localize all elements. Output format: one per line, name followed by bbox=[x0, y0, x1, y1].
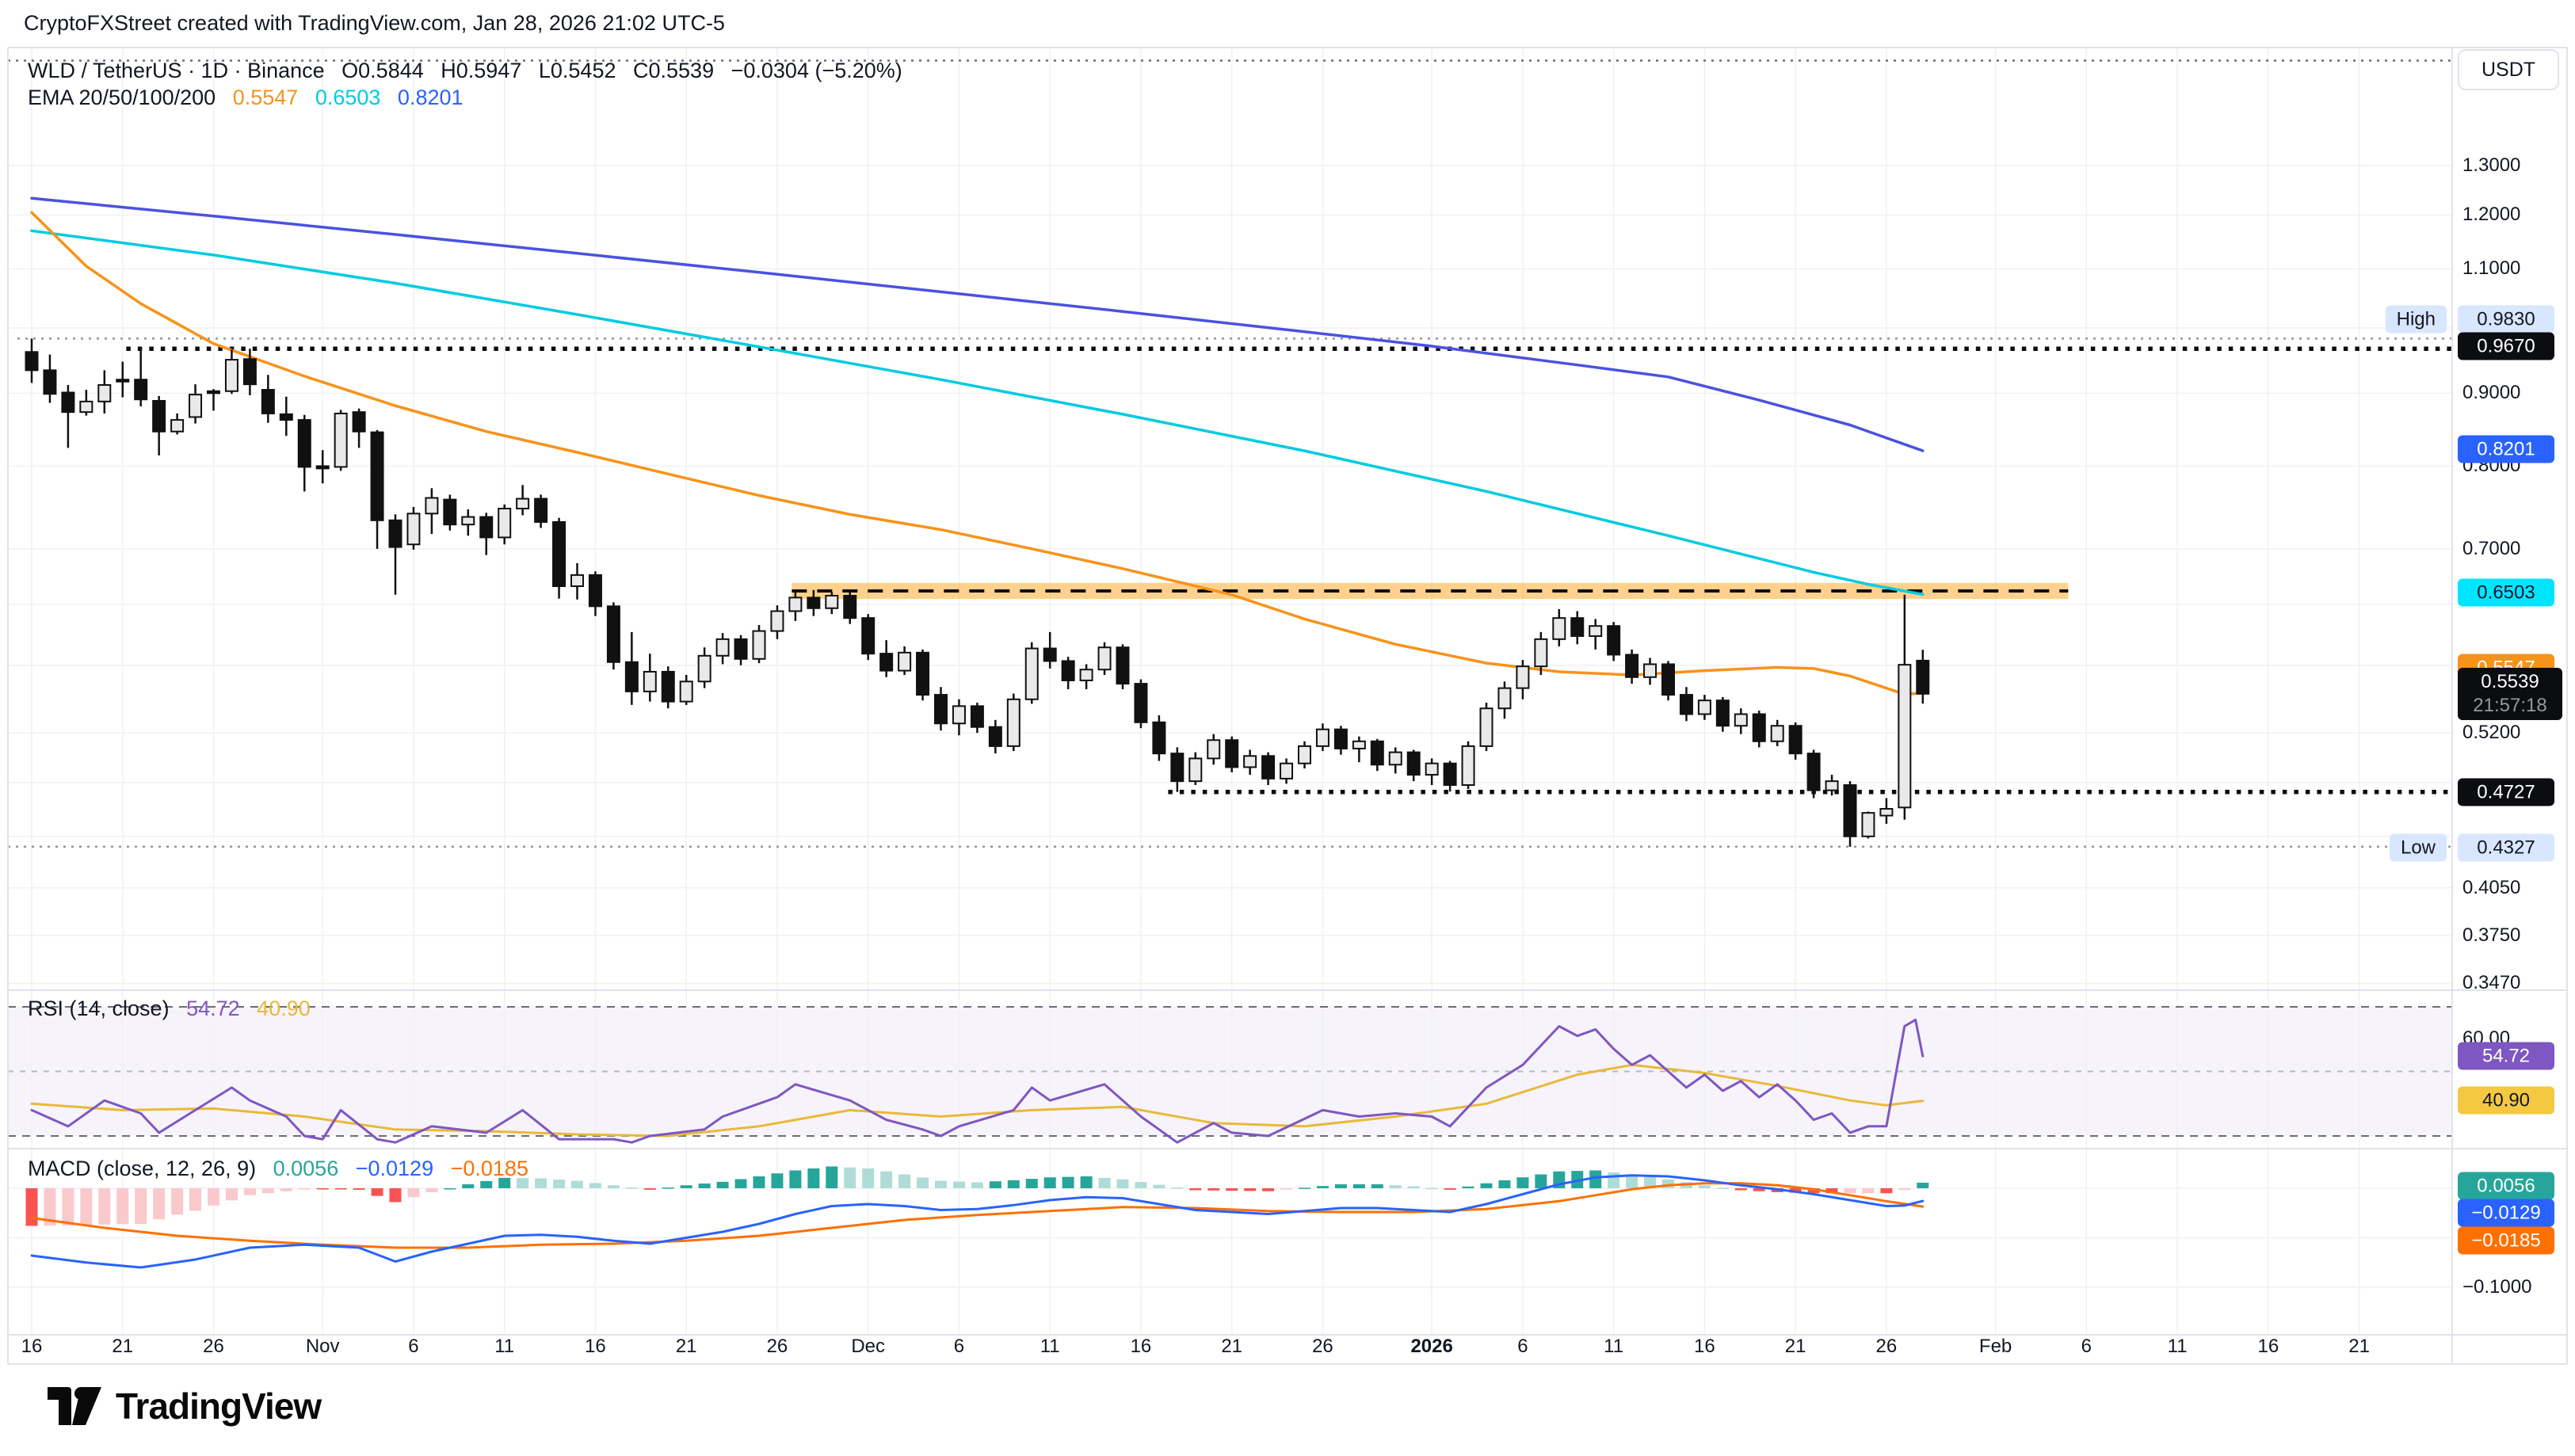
time-label: 6 bbox=[1517, 1336, 1528, 1357]
macd-line-value: −0.0129 bbox=[355, 1157, 434, 1180]
time-label: 16 bbox=[2257, 1336, 2279, 1357]
ema100-value: 0.6503 bbox=[315, 86, 381, 109]
macd-legend[interactable]: MACD (close, 12, 26, 9) 0.0056 −0.0129 −… bbox=[28, 1157, 540, 1181]
macd-chip: 0.0056 bbox=[2458, 1172, 2554, 1200]
time-label: Nov bbox=[305, 1336, 340, 1357]
price-chip: 0.8201 bbox=[2458, 435, 2554, 463]
price-tick: 0.5200 bbox=[2462, 722, 2521, 744]
currency-toggle-button[interactable]: USDT bbox=[2458, 49, 2559, 90]
ema200-value: 0.8201 bbox=[397, 86, 464, 109]
low-marker-label: Low bbox=[2389, 833, 2447, 862]
time-label: Feb bbox=[1978, 1336, 2012, 1357]
last-price-chip: 0.5539 21:57:18 bbox=[2458, 668, 2562, 720]
ema20-value: 0.5547 bbox=[232, 86, 299, 109]
ohlc-change: −0.0304 (−5.20%) bbox=[731, 59, 902, 82]
time-label: 11 bbox=[1604, 1336, 1624, 1357]
time-label: 11 bbox=[494, 1336, 515, 1357]
time-label: 21 bbox=[675, 1336, 697, 1357]
symbol-title[interactable]: WLD / TetherUS · 1D · Binance bbox=[28, 59, 325, 82]
bar-countdown: 21:57:18 bbox=[2473, 695, 2547, 716]
time-label: 2026 bbox=[1410, 1336, 1453, 1357]
rsi-legend[interactable]: RSI (14, close) 54.72 40.90 bbox=[28, 997, 322, 1021]
ohlc-high: H0.5947 bbox=[441, 59, 522, 82]
rsi-ma-value: 40.90 bbox=[257, 997, 311, 1020]
time-label: 11 bbox=[2167, 1336, 2188, 1357]
price-tick: 1.2000 bbox=[2462, 204, 2521, 226]
time-label: 21 bbox=[1784, 1336, 1806, 1357]
time-label: 26 bbox=[203, 1336, 224, 1357]
price-tick: 0.3750 bbox=[2462, 924, 2521, 946]
price-tick: 0.7000 bbox=[2462, 537, 2521, 559]
macd-hist-value: 0.0056 bbox=[273, 1157, 339, 1180]
price-chip: 0.9830 bbox=[2458, 305, 2554, 334]
tradingview-logo-text: TradingView bbox=[116, 1385, 322, 1427]
time-label: 16 bbox=[21, 1336, 43, 1357]
macd-chip: −0.0129 bbox=[2458, 1199, 2554, 1227]
rsi-value: 54.72 bbox=[186, 997, 240, 1020]
time-label: 26 bbox=[766, 1336, 788, 1357]
price-tick: 1.3000 bbox=[2462, 154, 2521, 176]
time-label: 16 bbox=[585, 1336, 606, 1357]
rsi-legend-label[interactable]: RSI (14, close) bbox=[28, 997, 170, 1020]
ohlc-low: L0.5452 bbox=[538, 59, 616, 82]
symbol-legend[interactable]: WLD / TetherUS · 1D · Binance O0.5844 H0… bbox=[28, 59, 914, 83]
time-label: 16 bbox=[1694, 1336, 1715, 1357]
macd-chip: −0.0185 bbox=[2458, 1226, 2554, 1255]
time-label: 26 bbox=[1875, 1336, 1898, 1357]
tradingview-logo[interactable]: TradingView bbox=[46, 1385, 322, 1427]
time-label: 6 bbox=[408, 1336, 419, 1357]
time-label: 21 bbox=[1221, 1336, 1243, 1357]
ohlc-close: C0.5539 bbox=[633, 59, 715, 82]
credit-header: CryptoFXStreet created with TradingView.… bbox=[24, 11, 725, 35]
time-label: 21 bbox=[2348, 1336, 2370, 1357]
price-tick: 1.1000 bbox=[2462, 257, 2521, 280]
last-price: 0.5539 bbox=[2481, 671, 2539, 692]
price-chip: 0.4327 bbox=[2458, 833, 2554, 862]
time-label: 11 bbox=[1040, 1336, 1060, 1357]
rsi-chip: 54.72 bbox=[2458, 1042, 2554, 1070]
ema-legend-label[interactable]: EMA 20/50/100/200 bbox=[28, 86, 216, 109]
time-label: Dec bbox=[851, 1336, 886, 1357]
macd-tick: −0.1000 bbox=[2462, 1276, 2532, 1298]
macd-signal-value: −0.0185 bbox=[450, 1157, 528, 1180]
high-marker-label: High bbox=[2385, 305, 2447, 334]
ohlc-open: O0.5844 bbox=[341, 59, 424, 82]
ema-legend[interactable]: EMA 20/50/100/200 0.5547 0.6503 0.8201 bbox=[28, 86, 475, 110]
price-tick: 0.3470 bbox=[2462, 972, 2521, 994]
time-label: 16 bbox=[1130, 1336, 1152, 1357]
price-chip: 0.9670 bbox=[2458, 332, 2554, 360]
price-tick: 0.4050 bbox=[2462, 876, 2521, 898]
time-label: 6 bbox=[2081, 1336, 2092, 1357]
time-label: 6 bbox=[953, 1336, 965, 1357]
price-tick: 0.9000 bbox=[2462, 382, 2521, 404]
time-label: 26 bbox=[1312, 1336, 1333, 1357]
price-chip: 0.4727 bbox=[2458, 778, 2554, 806]
rsi-chip: 40.90 bbox=[2458, 1086, 2554, 1115]
macd-legend-label[interactable]: MACD (close, 12, 26, 9) bbox=[28, 1157, 257, 1180]
price-chip: 0.6503 bbox=[2458, 578, 2554, 607]
tradingview-logo-icon bbox=[48, 1387, 101, 1425]
time-label: 21 bbox=[112, 1336, 134, 1357]
